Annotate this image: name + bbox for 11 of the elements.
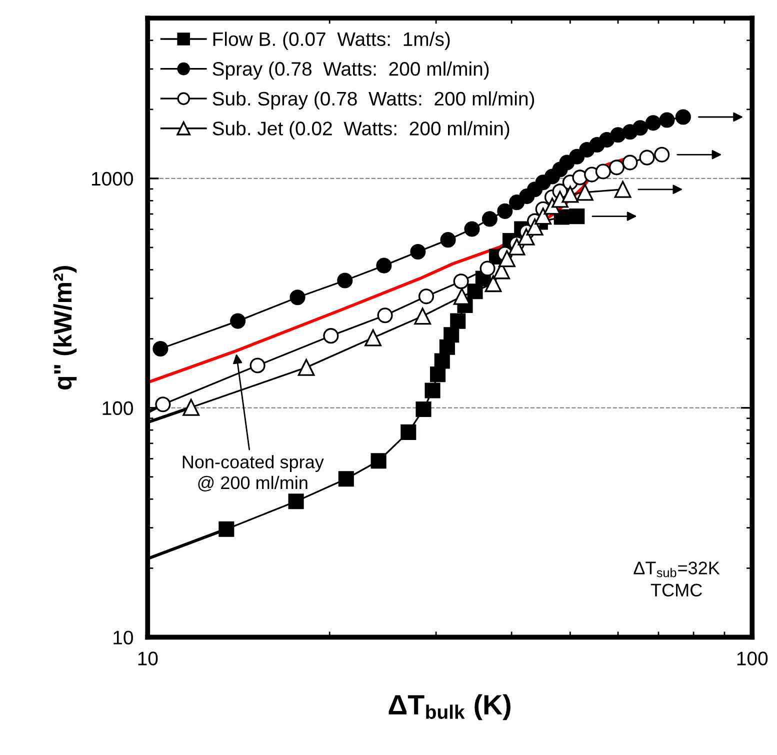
y-tick-label: 10 [114, 630, 133, 644]
legend-label: Sub. Spray (0.78 Watts: 200 ml/min) [212, 91, 534, 110]
annotation: ΔT$_{sub}$=32K TCMC [634, 562, 720, 597]
x-axis-title: ΔT$_{bulk}$ (K) [388, 694, 510, 720]
y-axis-title: q" (kW/m²) [53, 266, 77, 390]
legend-label: Flow B. (0.07 Watts: 1m/s) [213, 32, 450, 50]
legend-label: Spray (0.78 Watts: 200 ml/min) [212, 62, 489, 80]
annotation: Non-coated spray @ 200 ml/min [182, 455, 324, 492]
y-tick-label: 1000 [92, 172, 133, 186]
legend-label: Sub. Jet (0.02 Watts: 200 ml/min) [212, 121, 510, 140]
y-tick-label: 100 [102, 401, 133, 416]
